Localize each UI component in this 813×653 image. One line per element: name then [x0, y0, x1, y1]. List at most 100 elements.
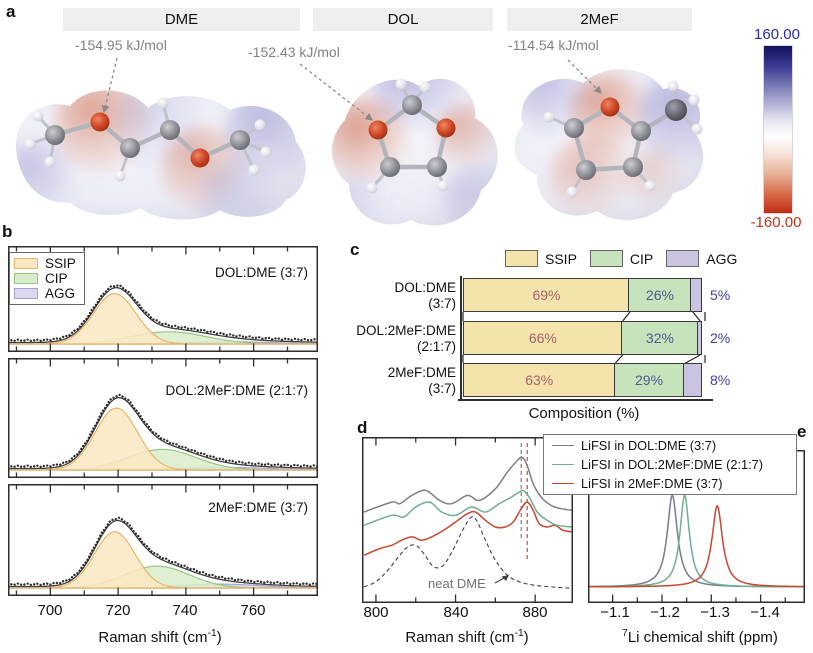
stacked-bar: 63% 29%	[463, 363, 705, 397]
x-tick: 840	[443, 604, 469, 621]
carbon-atom	[427, 157, 447, 177]
legend-label: SSIP	[45, 256, 76, 271]
spectrum-line_green	[363, 489, 573, 528]
x-axis-title-b: Raman shift (cm-1)	[98, 628, 222, 646]
hydrogen-atom	[248, 164, 260, 176]
bar-segment-ssip: 63%	[463, 363, 616, 397]
panel-label-d: d	[357, 418, 368, 437]
bar-segment-ssip: 69%	[463, 278, 630, 312]
panel-label-e: e	[797, 422, 807, 441]
x-tick: 720	[105, 602, 131, 619]
bar-row-label: DOL:2MeF:DME (2:1:7)	[356, 323, 456, 354]
nmr-peak	[588, 494, 805, 588]
legend-item-agg: AGG	[666, 250, 737, 267]
annotation-arrowhead	[501, 575, 509, 581]
legend-label: AGG	[45, 286, 76, 301]
bar-segment-cip: 29%	[613, 363, 685, 397]
bar-segment-agg	[682, 363, 702, 397]
spectrum-line_gray	[363, 456, 573, 513]
bar-row-label: DOL:DME (3:7)	[394, 280, 456, 311]
x-tick: 800	[363, 604, 389, 621]
plot-frame	[8, 246, 318, 352]
legend-panel-c: SSIP CIP AGG	[505, 250, 750, 267]
pct-label: 69%	[532, 287, 561, 303]
carbon-atom	[402, 95, 422, 115]
ssip-swatch	[505, 250, 538, 267]
cip-swatch	[14, 273, 38, 284]
subplot-label: 2MeF:DME (3:7)	[208, 500, 308, 515]
ssip-swatch	[14, 258, 38, 269]
pct-label: 63%	[525, 372, 554, 388]
x-tick: −1.3	[700, 604, 730, 621]
fit-line	[8, 519, 318, 588]
colorbar-max-label: 160.00	[754, 26, 800, 43]
x-tick: 700	[37, 602, 63, 619]
stacked-bar: 69% 26%	[463, 278, 705, 312]
hydrogen-atom	[644, 180, 656, 192]
li-nmr-plot	[588, 450, 805, 603]
legend-item: LiFSI in 2MeF:DME (3:7)	[544, 474, 796, 493]
panel-label-c: c	[350, 240, 360, 259]
hydrogen-atom	[260, 146, 272, 158]
legend-label: LiFSI in DOL:2MeF:DME (2:1:7)	[581, 457, 764, 472]
red-line-sample	[552, 483, 574, 484]
positive-potential-patch	[372, 78, 462, 131]
header-2mef: 2MeF	[507, 8, 692, 31]
legend-label: CIP	[45, 271, 68, 286]
cip-swatch	[589, 250, 623, 267]
carbon-atom	[623, 157, 643, 177]
hydrogen-atom	[543, 111, 555, 123]
legend-item-ssip: SSIP	[505, 250, 577, 267]
bar-segment-agg	[689, 278, 702, 312]
hydrogen-atom	[44, 156, 56, 168]
legend-panel-b: SSIP CIP AGG	[9, 252, 85, 305]
hydrogen-atom	[437, 180, 449, 192]
plot-frame	[362, 437, 573, 603]
energy-label-2mef: -114.54 kJ/mol	[508, 37, 599, 53]
hydrogen-atom	[395, 78, 407, 90]
legend-item-cip: CIP	[589, 250, 653, 267]
molecule-esp-dme	[15, 90, 306, 220]
spectrum-line_red	[363, 501, 573, 556]
pct-label-agg: 5%	[710, 287, 731, 303]
fit-line	[8, 397, 318, 470]
panel-label-a: a	[6, 2, 16, 21]
oxygen-atom	[436, 118, 456, 138]
pct-label: 32%	[645, 330, 674, 346]
agg-swatch	[14, 288, 38, 299]
gray-line-sample	[552, 445, 574, 446]
carbon-atom	[564, 118, 584, 138]
molecule-esp-2mef	[514, 69, 704, 221]
connector-line	[622, 311, 631, 322]
plot-frame	[8, 358, 318, 478]
pct-label: 66%	[528, 330, 557, 346]
bar-segment-ssip: 66%	[463, 321, 623, 355]
stacked-bar: 66% 32%	[463, 321, 705, 355]
x-axis-title-c: Composition (%)	[528, 405, 640, 422]
hydrogen-atom	[688, 94, 700, 106]
carbon-atom	[665, 99, 687, 121]
pct-label-agg: 8%	[710, 372, 731, 388]
nmr-peak	[588, 494, 805, 588]
raman-fit-plot-2mef-dme	[8, 484, 318, 596]
oxygen-atom	[600, 97, 620, 117]
panel-label-b: b	[2, 222, 13, 241]
green-line-sample	[552, 464, 574, 465]
x-tick: −1.1	[600, 604, 630, 621]
hydrogen-atom	[419, 81, 431, 93]
agg-swatch	[666, 250, 700, 267]
positive-potential-patch	[198, 160, 278, 220]
legend-label: SSIP	[545, 250, 577, 267]
oxygen-atom	[190, 148, 210, 168]
colorbar	[763, 45, 793, 214]
bar-segment-cip: 26%	[628, 278, 692, 312]
hydrogen-atom	[24, 138, 36, 150]
pct-label: 29%	[635, 372, 664, 388]
raman-fit-plot-dol-dme	[8, 246, 318, 352]
hydrogen-atom	[32, 110, 44, 122]
molecule-esp-dol	[332, 78, 498, 226]
hydrogen-atom	[366, 182, 378, 194]
legend-item: LiFSI in DOL:DME (3:7)	[544, 436, 796, 455]
component-ssip	[8, 292, 318, 345]
